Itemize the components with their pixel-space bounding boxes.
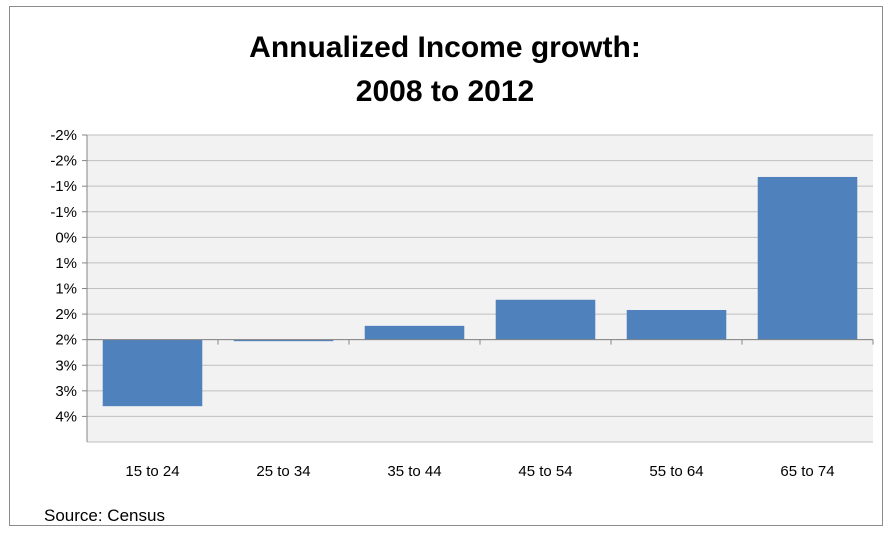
y-tick-label: 3%	[55, 383, 77, 400]
bar	[757, 176, 858, 340]
x-tick-label: 15 to 24	[125, 463, 179, 480]
y-tick-label: -2%	[50, 153, 77, 170]
x-tick-label: 55 to 64	[649, 463, 703, 480]
bars	[102, 176, 858, 407]
y-tick-label: 3%	[55, 357, 77, 374]
chart-title-line-2: 2008 to 2012	[355, 75, 535, 108]
y-tick-label: 1%	[55, 281, 77, 298]
source-note: Source: Census	[44, 506, 165, 525]
axes	[82, 134, 874, 442]
y-tick-label: -2%	[50, 127, 77, 144]
bar	[102, 339, 203, 407]
x-tick-label: 25 to 34	[256, 463, 310, 480]
y-tick-label: 0%	[55, 229, 77, 246]
chart-title: Annualized Income growth: 2008 to 2012	[0, 26, 890, 114]
y-tick-label: 2%	[55, 306, 77, 323]
x-tick-label: 45 to 54	[518, 463, 572, 480]
y-tick-label: 1%	[55, 255, 77, 272]
bar	[626, 309, 727, 340]
bar	[364, 325, 465, 340]
tick-labels: -2% -2% -1% -1% 0% 1% 1% 2% 2% 3% 3% 4% 15 to 24 25 t…	[50, 127, 834, 480]
y-tick-label: 4%	[55, 408, 77, 425]
chart-title-line-1: Annualized Income growth:	[249, 31, 641, 64]
bar	[495, 299, 596, 340]
y-tick-label: 2%	[55, 332, 77, 349]
y-tick-label: -1%	[50, 178, 77, 195]
y-tick-label: -1%	[50, 204, 77, 221]
bar	[233, 339, 334, 342]
x-tick-label: 65 to 74	[780, 463, 834, 480]
x-tick-label: 35 to 44	[387, 463, 441, 480]
